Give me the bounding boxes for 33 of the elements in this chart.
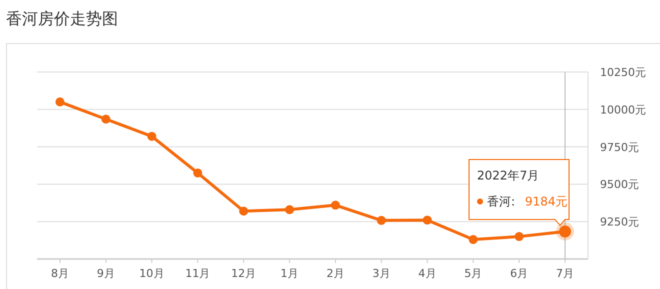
point xyxy=(55,97,64,106)
point xyxy=(239,206,248,216)
y-tick-label: 9500元 xyxy=(600,178,639,192)
point xyxy=(514,232,524,242)
x-tick-label: 10月 xyxy=(139,267,164,280)
annotation: 香河: xyxy=(487,194,516,208)
y-tick-label: 10000元 xyxy=(600,103,646,116)
x-tick-label: 9月 xyxy=(96,267,115,280)
x-tick-label: 12月 xyxy=(231,267,256,280)
y-tick-label: 9750元 xyxy=(600,140,639,154)
x-tick-label: 1月 xyxy=(280,267,299,280)
point xyxy=(147,132,156,141)
point xyxy=(422,216,432,225)
point xyxy=(330,200,340,210)
y-tick-label: 9250元 xyxy=(600,216,639,229)
tooltip: 2022年7月 香河: 9184元 xyxy=(468,158,570,226)
x-tick-label: 4月 xyxy=(418,267,436,280)
x-tick-label: 5月 xyxy=(464,267,482,280)
x-tick-label: 8月 xyxy=(50,267,69,280)
x-tick-label: 2月 xyxy=(326,267,344,280)
x-tick-label: 3月 xyxy=(372,267,390,280)
point xyxy=(468,235,478,244)
x-tick-label: 11月 xyxy=(185,267,210,280)
chart-title: 香河房价走势图 xyxy=(6,9,118,28)
y-tick-label: 10250元 xyxy=(600,66,646,79)
annotation: 2022年7月 xyxy=(477,168,540,182)
data-label: 9184元 xyxy=(525,194,568,208)
x-tick-label: 7月 xyxy=(556,267,574,280)
x-tick-label: 6月 xyxy=(510,267,528,280)
point xyxy=(376,216,386,225)
point xyxy=(193,168,202,178)
point xyxy=(101,114,110,124)
point xyxy=(285,205,294,214)
